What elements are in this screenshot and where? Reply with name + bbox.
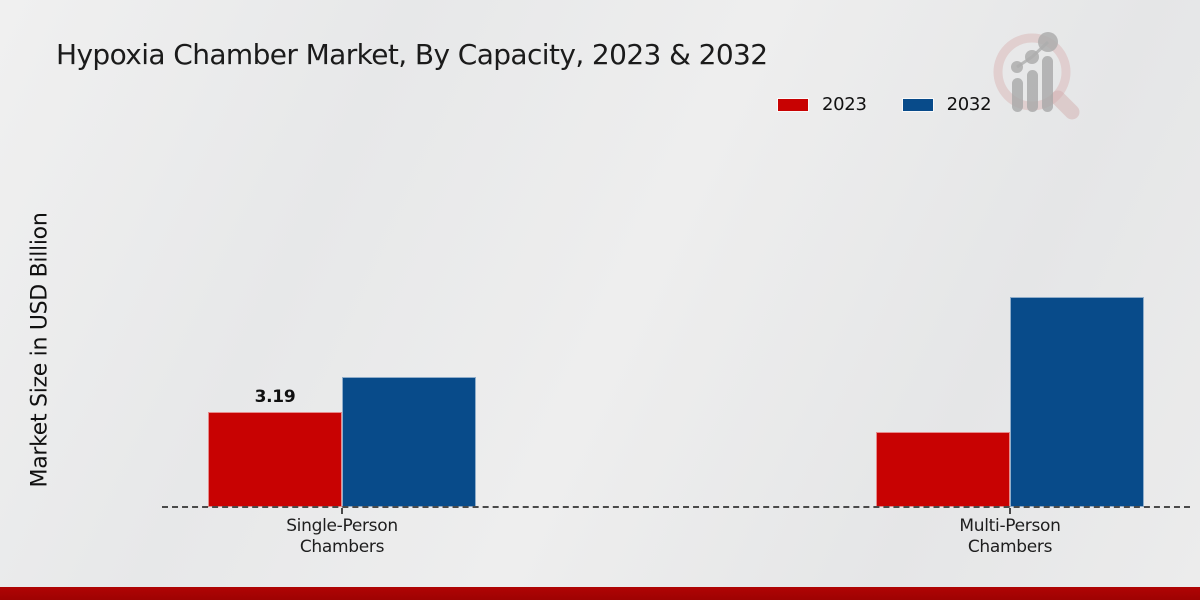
x-axis-category-label: Single-Person Chambers <box>232 516 452 558</box>
legend-label: 2032 <box>946 94 992 115</box>
y-axis-label: Market Size in USD Billion <box>27 212 53 488</box>
legend: 2023 2032 <box>778 94 992 115</box>
category-label-line: Single-Person <box>286 516 398 536</box>
category-label-line: Chambers <box>299 537 385 557</box>
bottom-accent-bar <box>0 587 1200 600</box>
bar-2032-single-person-chambers <box>342 377 476 507</box>
x-axis-baseline <box>162 506 1190 508</box>
legend-swatch-2032 <box>902 98 933 111</box>
legend-item-2032: 2032 <box>902 94 992 115</box>
value-label-2023: 3.19 <box>254 387 296 407</box>
legend-label: 2023 <box>822 94 867 115</box>
x-axis-tick <box>1009 508 1011 514</box>
category-label-line: Multi-Person <box>959 516 1061 536</box>
category-label-line: Chambers <box>967 537 1053 557</box>
legend-swatch-2023 <box>778 98 808 111</box>
bar-2023-multi-person-chambers <box>876 432 1010 507</box>
x-axis-tick <box>341 508 343 514</box>
legend-item-2023: 2023 <box>778 94 867 115</box>
brand-logo-magnifier-chart-icon <box>993 32 1080 120</box>
plot-area: 3.19 Single-Person Chambers Multi-Person Cha… <box>162 190 1190 557</box>
x-axis-category-label: Multi-Person Chambers <box>900 516 1120 558</box>
bar-2032-multi-person-chambers <box>1010 297 1144 507</box>
chart-title: Hypoxia Chamber Market, By Capacity, 202… <box>56 38 768 71</box>
bar-2023-single-person-chambers <box>208 412 342 507</box>
